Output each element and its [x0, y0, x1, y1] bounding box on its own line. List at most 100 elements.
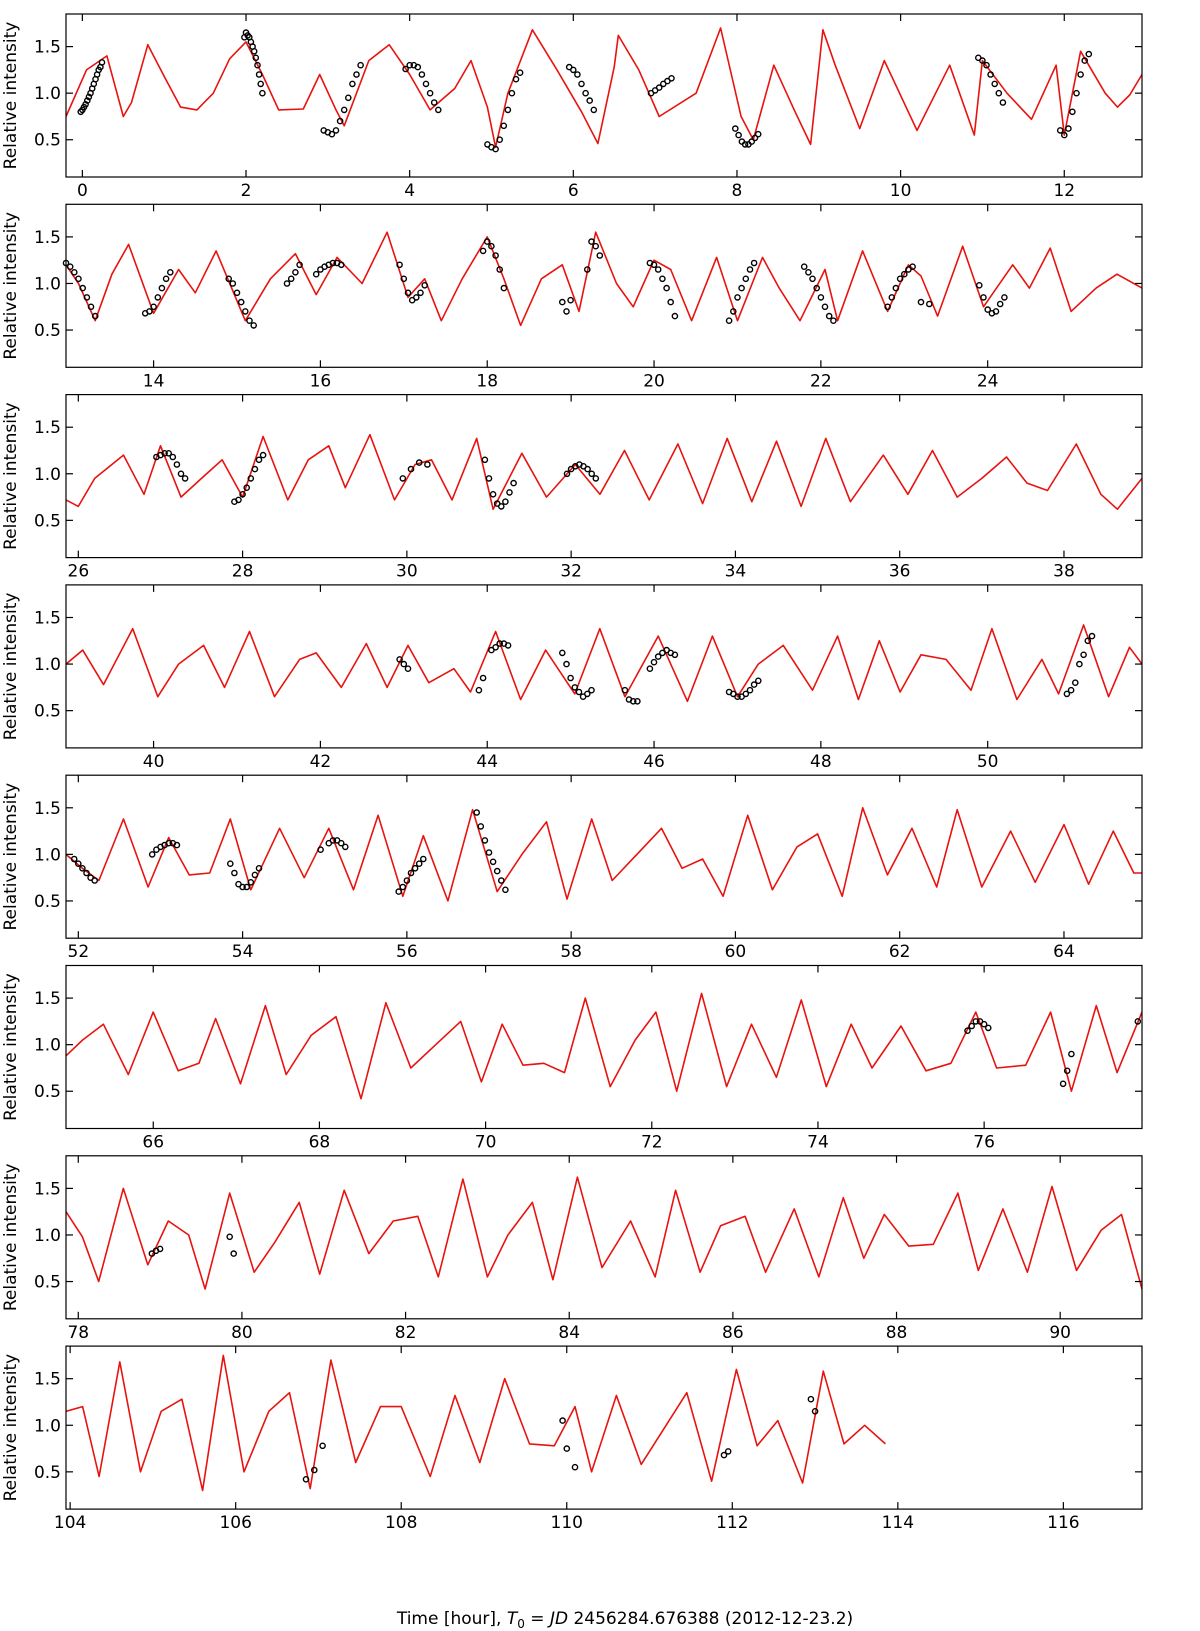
- observed-point: [349, 80, 356, 88]
- observed-point: [91, 877, 98, 884]
- x-tick-label: 12: [1053, 181, 1075, 201]
- observed-point: [283, 280, 291, 287]
- observed-point: [1080, 651, 1087, 659]
- observed-point: [742, 690, 750, 698]
- observed-point: [254, 61, 261, 69]
- x-tick-label: 54: [232, 942, 254, 962]
- observed-point: [75, 860, 82, 868]
- observed-point: [79, 284, 86, 292]
- observed-point: [800, 263, 808, 271]
- observed-point: [811, 1408, 819, 1415]
- observed-point: [582, 89, 589, 97]
- observed-point: [574, 71, 581, 78]
- panel-6: 66 68 70 72 74 76 0.5 1.0 1.5 Relative intensity: [1, 964, 1143, 1153]
- observed-point: [287, 275, 295, 283]
- y-tick-label: 0.5: [34, 131, 61, 151]
- observed-point: [516, 69, 524, 76]
- observed-point: [980, 294, 987, 301]
- observed-point: [225, 275, 232, 283]
- observed-point: [592, 475, 600, 482]
- model-curve: [66, 807, 1142, 902]
- y-axis-label: Relative intensity: [1, 1163, 21, 1311]
- observed-point: [884, 303, 891, 311]
- observed-point: [336, 117, 344, 125]
- observed-point: [246, 317, 253, 325]
- observed-point: [395, 888, 403, 895]
- observed-point: [173, 841, 181, 849]
- observed-point: [892, 284, 900, 292]
- observed-point: [257, 80, 265, 88]
- observed-point: [239, 490, 246, 498]
- x-tick-label: 60: [725, 942, 747, 962]
- observed-point: [650, 658, 658, 666]
- observed-point: [492, 252, 499, 259]
- observed-point: [71, 268, 78, 276]
- observed-point: [567, 296, 574, 304]
- x-tick-label: 76: [973, 1133, 995, 1153]
- observed-point: [479, 247, 487, 255]
- observed-point: [399, 475, 407, 482]
- observed-point: [559, 649, 566, 657]
- observed-point: [79, 865, 86, 872]
- observed-point: [302, 1476, 310, 1483]
- observed-point: [434, 106, 442, 114]
- observed-point: [734, 693, 741, 701]
- observed-point: [251, 871, 259, 879]
- model-curve: [66, 992, 1142, 1100]
- observed-point: [646, 665, 654, 673]
- panel-frame: [65, 964, 1143, 1130]
- observed-point: [243, 883, 250, 891]
- x-tick-label: 10: [890, 181, 912, 201]
- observed-point: [563, 470, 571, 478]
- observed-point: [738, 284, 745, 292]
- observed-point: [751, 134, 759, 142]
- observed-point: [571, 684, 579, 691]
- observed-point: [502, 886, 509, 894]
- observed-point: [417, 289, 424, 297]
- observed-point: [251, 465, 259, 473]
- observed-point: [1076, 660, 1083, 668]
- y-tick-label: 1.0: [34, 1036, 61, 1056]
- observed-point: [901, 270, 908, 278]
- observed-point: [84, 97, 91, 104]
- observed-point: [575, 688, 583, 696]
- model-curve: [66, 231, 1142, 327]
- observed-point: [730, 308, 737, 315]
- observed-point: [98, 59, 106, 66]
- observed-point: [805, 268, 812, 276]
- observed-point: [83, 869, 90, 877]
- observed-point: [654, 653, 662, 660]
- y-tick-label: 1.0: [34, 1416, 61, 1436]
- observed-point: [337, 261, 345, 269]
- observed-point: [259, 89, 266, 97]
- y-axis-label: Relative intensity: [1, 783, 21, 931]
- observed-point: [512, 75, 520, 83]
- x-tick-label: 16: [310, 371, 332, 391]
- observed-point: [590, 106, 598, 114]
- observed-point: [1072, 679, 1079, 687]
- observed-point: [414, 63, 422, 71]
- panel-3: 26 28 30 32 34 36 38 0.5 1.0 1.5 Relative intensit…: [1, 394, 1143, 582]
- observed-point: [750, 681, 758, 688]
- observed-point: [983, 61, 990, 69]
- panel-frame: [65, 1155, 1143, 1320]
- x-tick-label: 106: [219, 1513, 251, 1533]
- observed-point: [70, 855, 78, 863]
- observed-point: [506, 489, 513, 496]
- observed-point: [746, 686, 754, 694]
- y-tick-label: 0.5: [34, 1273, 61, 1293]
- observed-point: [888, 294, 896, 301]
- y-tick-label: 0.5: [34, 1082, 61, 1102]
- observed-point: [485, 475, 493, 482]
- observed-point: [754, 130, 762, 138]
- x-tick-label: 0: [77, 181, 88, 201]
- x-tick-label: 30: [396, 562, 418, 582]
- observed-point: [508, 89, 516, 97]
- observed-point: [825, 312, 833, 320]
- observed-point: [357, 61, 364, 69]
- observed-point: [1134, 1018, 1142, 1025]
- observed-point: [734, 294, 741, 301]
- observed-point: [813, 284, 821, 292]
- y-tick-label: 1.5: [34, 1370, 61, 1390]
